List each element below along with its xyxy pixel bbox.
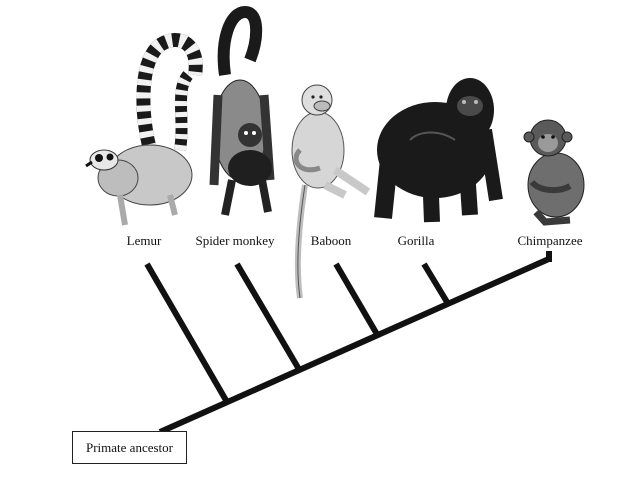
taxon-label-baboon: Baboon bbox=[310, 233, 352, 248]
taxon-label-spider-monkey: Spider monkey bbox=[195, 233, 275, 248]
branch-lemur bbox=[144, 262, 230, 404]
root-ancestor-box: Primate ancestor bbox=[72, 431, 187, 464]
taxon-label-chimpanzee: Chimpanzee bbox=[517, 233, 583, 248]
lemur-illustration bbox=[85, 33, 203, 226]
baboon-illustration bbox=[291, 84, 371, 299]
branch-spider-monkey bbox=[234, 262, 303, 373]
spider-monkey-illustration bbox=[209, 5, 275, 216]
chimpanzee-illustration bbox=[523, 119, 585, 226]
branch-baboon bbox=[333, 262, 381, 338]
taxon-label-lemur: Lemur bbox=[126, 233, 162, 248]
main-trunk bbox=[158, 255, 553, 435]
gorilla-illustration bbox=[374, 78, 503, 223]
root-ancestor-label: Primate ancestor bbox=[86, 439, 173, 455]
taxon-label-gorilla: Gorilla bbox=[397, 233, 435, 248]
branch-gorilla bbox=[421, 262, 450, 304]
